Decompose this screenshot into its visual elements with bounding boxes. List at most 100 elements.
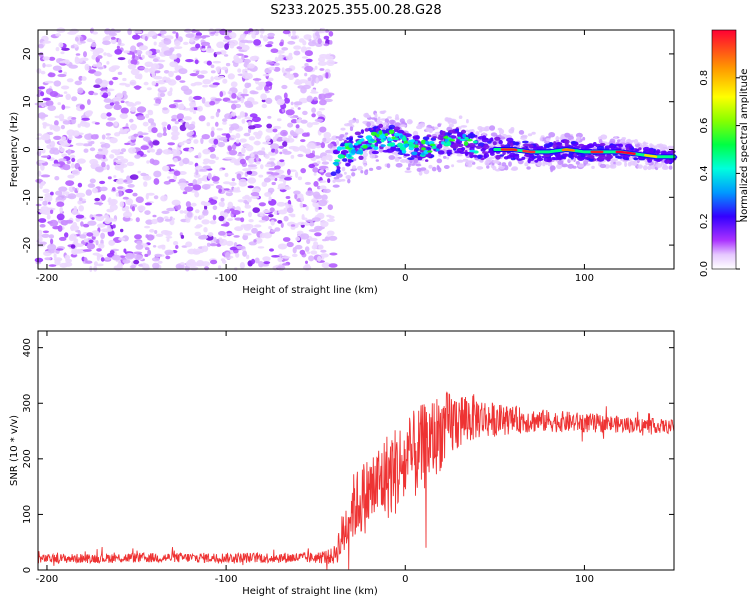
ridge-bright-spot [446, 141, 452, 147]
ridge-core-blob [633, 157, 639, 161]
noise-blob [40, 174, 51, 178]
ridge-core-blob [460, 147, 466, 151]
noise-blob [135, 217, 140, 223]
noise-blob [236, 245, 246, 250]
noise-blob [100, 143, 107, 149]
ridge-halo-blob [564, 132, 571, 138]
noise-blob [321, 262, 331, 269]
noise-blob [265, 44, 273, 48]
noise-blob [222, 118, 228, 122]
ridge-halo-blob [501, 162, 507, 167]
noise-blob [298, 38, 305, 43]
noise-blob [230, 123, 240, 130]
ridge-halo-blob [668, 165, 673, 170]
colorbar-tick-label: 0.8 [699, 70, 710, 86]
noise-blob [47, 243, 57, 251]
ridge-halo-blob [369, 167, 374, 171]
noise-blob [129, 79, 137, 86]
noise-blob [115, 159, 125, 163]
noise-blob [130, 123, 137, 131]
noise-blob [55, 190, 63, 196]
noise-blob [282, 148, 288, 153]
noise-blob [320, 172, 324, 176]
noise-blob [259, 232, 266, 239]
noise-blob [94, 122, 100, 125]
noise-blob [194, 59, 199, 65]
noise-blob [77, 123, 81, 128]
noise-blob [216, 243, 222, 247]
noise-blob [161, 121, 168, 127]
noise-blob [285, 55, 293, 61]
noise-blob [242, 232, 252, 236]
ridge-halo-blob [406, 167, 411, 171]
ridge-halo-blob [642, 141, 647, 147]
noise-blob [306, 47, 312, 50]
ridge-halo-blob [633, 139, 639, 145]
noise-blob [124, 142, 131, 146]
noise-blob [161, 35, 166, 39]
ridge-core-blob [386, 148, 395, 153]
noise-blob [251, 55, 260, 61]
noise-blob [117, 38, 122, 46]
ridge-halo-blob [614, 136, 618, 140]
noise-blob [142, 121, 149, 127]
noise-blob [83, 148, 89, 153]
noise-blob [125, 83, 131, 88]
noise-blob [218, 215, 225, 222]
noise-blob [134, 101, 142, 105]
noise-blob [45, 64, 53, 68]
noise-blob [91, 217, 95, 220]
noise-blob [125, 205, 130, 210]
noise-blob [78, 166, 82, 172]
noise-blob [107, 176, 112, 180]
noise-blob [289, 116, 296, 119]
noise-blob [168, 178, 176, 183]
noise-blob [293, 50, 301, 56]
x-tick-label: 0 [402, 574, 408, 585]
noise-blob [238, 178, 247, 184]
noise-blob [49, 91, 59, 97]
noise-blob [111, 254, 121, 261]
noise-blob [285, 68, 293, 72]
noise-blob [87, 220, 97, 226]
noise-blob [42, 230, 50, 234]
noise-blob [256, 150, 266, 156]
noise-blob [40, 134, 51, 141]
noise-blob [193, 81, 203, 86]
noise-blob [143, 181, 148, 187]
ridge-halo-blob [394, 117, 400, 121]
noise-blob [214, 98, 222, 102]
noise-blob [314, 65, 318, 70]
noise-blob [302, 84, 311, 90]
noise-blob [171, 217, 176, 221]
noise-blob [247, 82, 252, 88]
ridge-bright-spot [336, 146, 342, 152]
ridge-halo-blob [347, 178, 351, 184]
noise-blob [94, 197, 100, 202]
noise-blob [195, 70, 200, 75]
ridge-core-blob [510, 157, 516, 161]
ridge-bright-spot [421, 152, 425, 156]
noise-blob [136, 106, 147, 113]
noise-blob [248, 125, 256, 130]
noise-blob [75, 53, 81, 56]
noise-blob [59, 262, 69, 268]
noise-blob [295, 128, 304, 135]
noise-blob [270, 48, 279, 53]
noise-blob [55, 248, 64, 251]
ridge-halo-blob [643, 165, 648, 171]
noise-blob [239, 138, 247, 143]
noise-blob [97, 55, 103, 59]
noise-blob [193, 215, 198, 221]
noise-blob [217, 141, 225, 148]
noise-blob [81, 117, 90, 121]
noise-blob [242, 168, 252, 172]
ridge-bright-spot [388, 129, 395, 135]
noise-blob [172, 149, 181, 156]
noise-blob [116, 92, 124, 99]
noise-blob [117, 57, 126, 61]
noise-blob [216, 66, 220, 74]
noise-blob [326, 154, 332, 158]
noise-blob [251, 227, 258, 234]
noise-blob [54, 258, 61, 266]
